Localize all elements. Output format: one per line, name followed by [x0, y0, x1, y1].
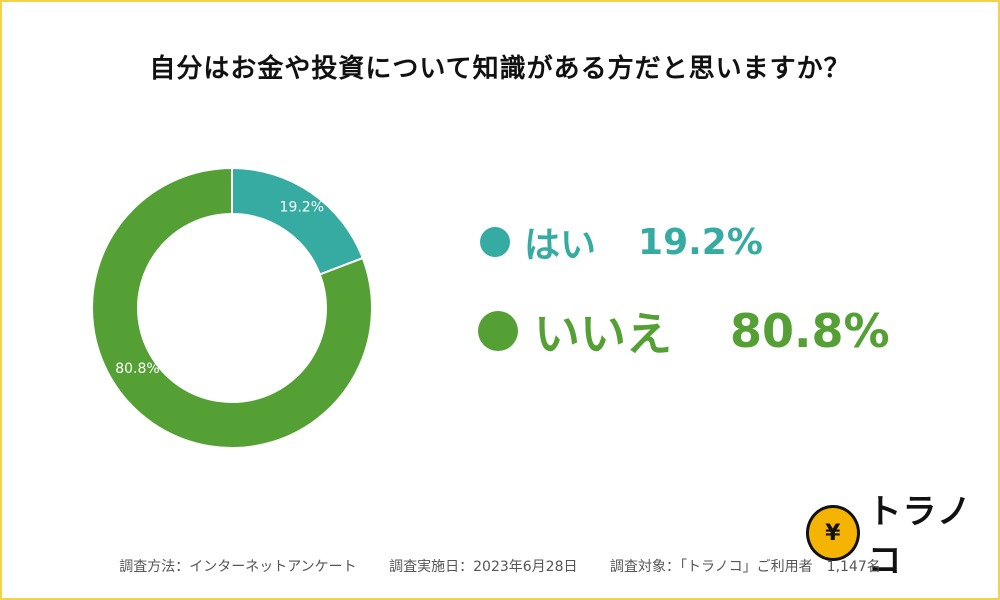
- survey-date: 調査実施日：2023年6月28日: [389, 559, 578, 575]
- donut-slice-0: [231, 166, 365, 276]
- donut-slice-1: [91, 166, 373, 449]
- survey-method: 調査方法：インターネットアンケート: [119, 559, 357, 575]
- legend-item-no: いいえ 80.8%: [478, 298, 890, 364]
- legend-dot-no: [478, 311, 518, 351]
- logo-text: トラノコ: [867, 492, 972, 581]
- legend-value-yes: 19.2%: [638, 221, 763, 263]
- survey-footer: 調査方法：インターネットアンケート 調査実施日：2023年6月28日 調査対象：…: [0, 556, 1000, 576]
- tiger-yen-icon: ¥: [806, 505, 860, 561]
- slice-label-0: 19.2%: [280, 200, 324, 216]
- legend-item-yes: はい 19.2%: [480, 216, 763, 268]
- chart-title: 自分はお金や投資について知識がある方だと思いますか？: [149, 54, 851, 84]
- donut-chart: 19.2% 80.8%: [91, 166, 373, 449]
- legend-dot-yes: [480, 227, 510, 257]
- legend-label-yes: はい: [524, 225, 597, 266]
- slice-label-1: 80.8%: [115, 361, 159, 377]
- legend-label-no: いいえ: [534, 307, 672, 361]
- survey-target: 調査対象：「トラノコ」ご利用者 1,147名: [609, 559, 881, 575]
- brand-logo: ¥ トラノコ: [806, 484, 1000, 582]
- legend-value-no: 80.8%: [730, 304, 890, 358]
